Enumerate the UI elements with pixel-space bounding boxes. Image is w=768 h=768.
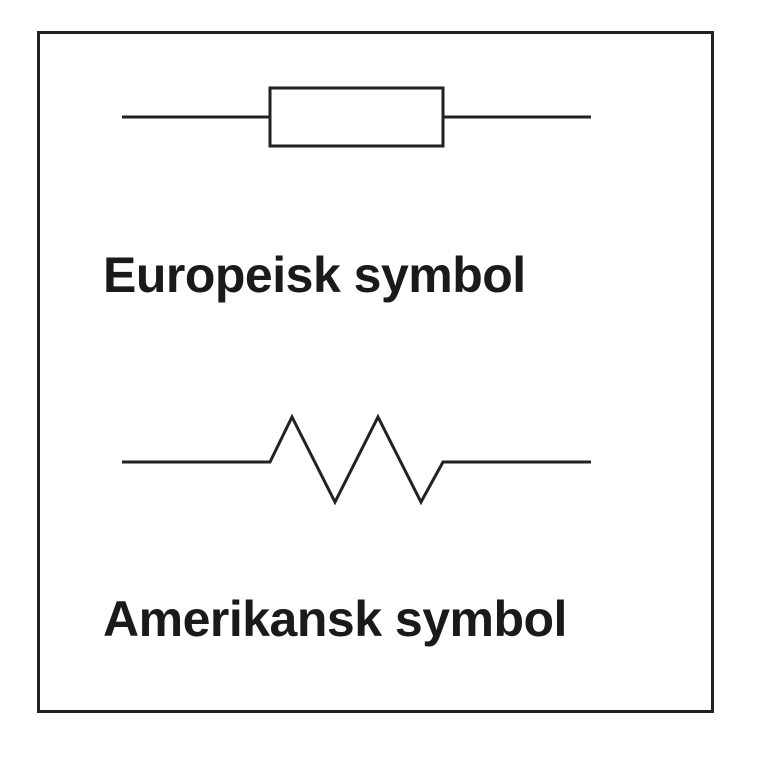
american-resistor-zigzag bbox=[122, 413, 591, 506]
european-resistor-icon bbox=[122, 86, 591, 148]
european-resistor-body bbox=[268, 86, 445, 148]
european-symbol-label: Europeisk symbol bbox=[103, 247, 526, 303]
diagram-frame: Europeisk symbol Amerikansk symbol bbox=[37, 31, 714, 713]
symbols-canvas bbox=[122, 86, 591, 506]
american-resistor-icon bbox=[122, 413, 591, 506]
american-symbol-label: Amerikansk symbol bbox=[103, 591, 567, 647]
